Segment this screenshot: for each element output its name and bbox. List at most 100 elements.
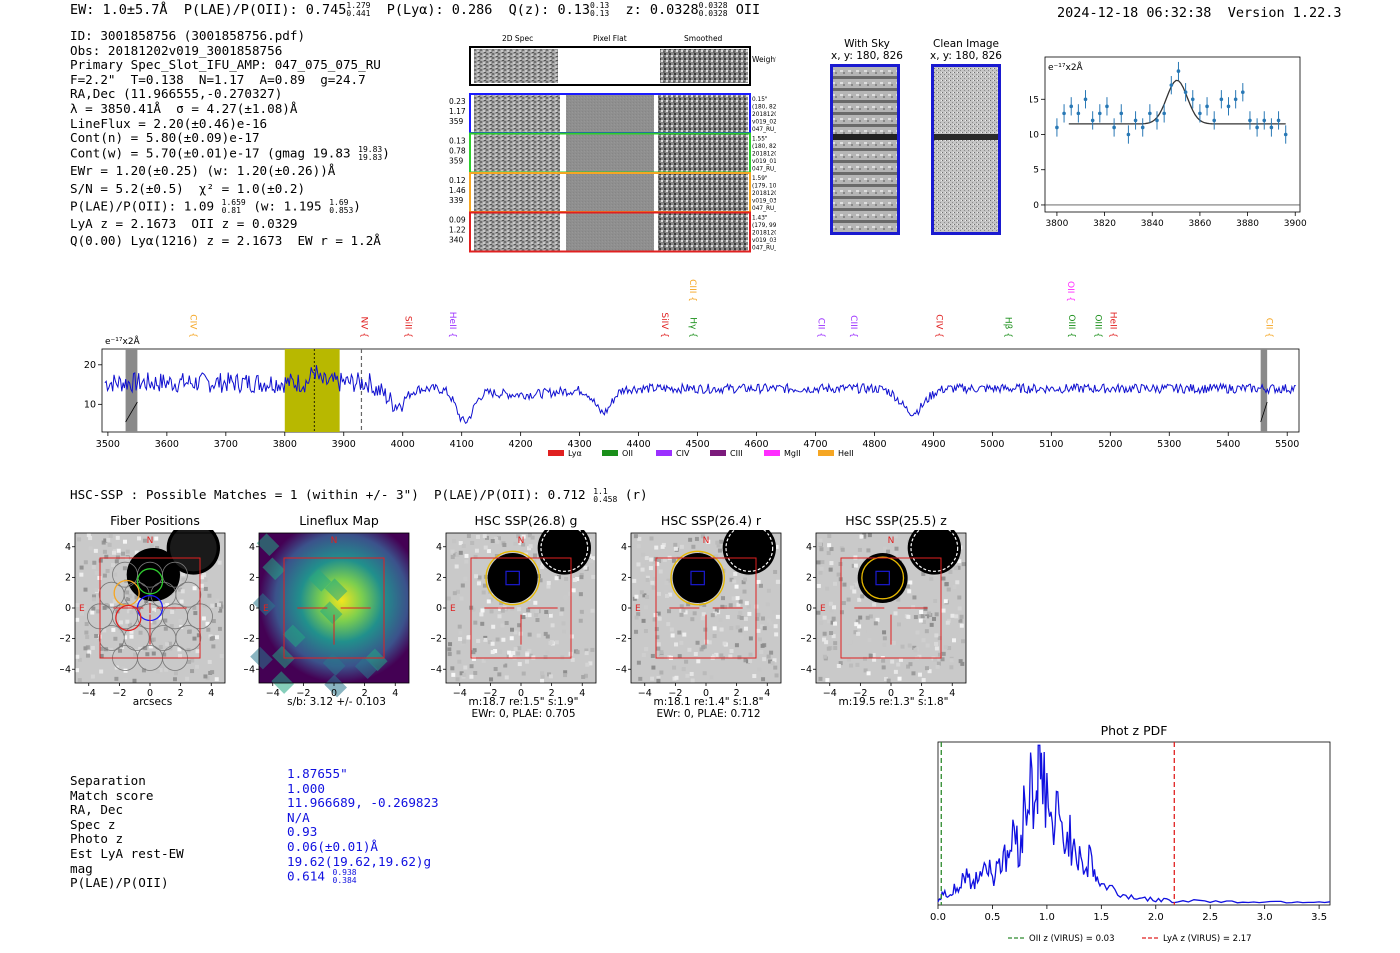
cutout-gap: [560, 174, 565, 211]
hsc-panel-caption: arcsecs: [70, 696, 235, 708]
noise-pixel: [134, 550, 139, 555]
noise-pixel: [479, 612, 484, 617]
noise-pixel: [517, 662, 522, 667]
noise-pixel: [679, 640, 684, 645]
lineflux-blob: [354, 656, 378, 680]
match-key: RA, Dec: [70, 802, 124, 818]
noise-pixel: [135, 649, 140, 654]
noise-pixel: [759, 650, 764, 655]
noise-pixel: [481, 590, 486, 595]
noise-pixel: [949, 665, 954, 670]
header-plae-hi: 1.279: [346, 1, 371, 10]
zoom-ytick-label: 15: [1030, 95, 1039, 105]
noise-pixel: [656, 678, 661, 683]
clean-coord: x, y: 180, 826: [930, 50, 1002, 62]
noise-pixel: [819, 547, 824, 552]
noise-pixel: [98, 558, 103, 563]
noise-pixel: [170, 609, 175, 614]
noise-pixel: [579, 609, 584, 614]
xtick-label: 2: [362, 688, 368, 699]
compass-n: N: [888, 536, 895, 546]
noise-pixel: [735, 625, 740, 630]
noise-pixel: [732, 579, 737, 584]
noise-pixel: [526, 608, 531, 613]
noise-pixel: [774, 673, 779, 678]
spec2d-panel: 2D Spec Pixel Flat Smoothed Weighted Sum…: [446, 33, 807, 258]
noise-pixel: [528, 653, 533, 658]
noise-pixel: [717, 548, 722, 553]
noise-pixel: [118, 604, 123, 609]
noise-pixel: [693, 651, 698, 656]
noise-pixel: [99, 653, 104, 658]
noise-pixel: [195, 646, 200, 651]
noise-pixel: [657, 616, 662, 621]
info-fiber: F=2.2" T=0.138 N=1.17 A=0.89 g=24.7: [70, 71, 366, 87]
noise-pixel: [97, 575, 102, 580]
noise-pixel: [138, 646, 143, 651]
match-value: N/A: [287, 809, 310, 825]
noise-pixel: [102, 628, 107, 633]
noise-pixel: [906, 561, 911, 566]
noise-pixel: [162, 659, 167, 664]
noise-pixel: [731, 596, 736, 601]
cutout-stat: 0.78: [449, 147, 466, 156]
noise-pixel: [958, 659, 963, 664]
clean-trace: [934, 134, 998, 140]
ytick-label: −2: [60, 634, 71, 645]
noise-pixel: [125, 619, 130, 624]
noise-pixel: [149, 544, 154, 549]
noise-pixel: [872, 602, 877, 607]
photz-xtick-label: 1.5: [1093, 912, 1109, 923]
noise-pixel: [755, 616, 760, 621]
ytick-label: −4: [616, 664, 627, 675]
noise-pixel: [682, 632, 687, 637]
noise-pixel: [729, 649, 734, 654]
legend-label: HeII: [838, 449, 854, 458]
noise-pixel: [219, 654, 224, 659]
noise-pixel: [690, 617, 695, 622]
noise-pixel: [495, 637, 500, 642]
noise-pixel: [158, 668, 163, 673]
info-lineflux: LineFlux = 2.20(±0.46)e-16: [70, 115, 268, 131]
noise-pixel: [564, 576, 569, 581]
noise-pixel: [85, 653, 90, 658]
noise-pixel: [102, 573, 107, 578]
noise-pixel: [757, 637, 762, 642]
noise-pixel: [886, 549, 891, 554]
noise-pixel: [756, 579, 761, 584]
cutout-stat: 359: [449, 157, 464, 166]
noise-pixel: [103, 538, 108, 543]
noise-pixel: [533, 600, 538, 605]
noise-pixel: [691, 544, 696, 549]
noise-pixel: [195, 664, 200, 669]
noise-pixel: [94, 633, 99, 638]
noise-pixel: [644, 647, 649, 652]
noise-pixel: [743, 577, 748, 582]
caption-line: m:18.7 re:1.5" s:1.9": [468, 696, 579, 708]
noise-pixel: [535, 609, 540, 614]
info-plae-w-hi: 1.69: [329, 197, 349, 207]
noise-pixel: [123, 635, 128, 640]
match-key: Est LyA rest-EW: [70, 845, 184, 861]
xtick-label: 0: [331, 688, 337, 699]
noise-pixel: [121, 551, 126, 556]
cutout-gap: [654, 95, 658, 132]
noise-pixel: [548, 641, 553, 646]
noise-pixel: [453, 552, 458, 557]
noise-pixel: [530, 535, 535, 540]
noise-pixel: [768, 659, 773, 664]
hsc-panels: Fiber Positions N E −4 −4 −2 −2 0 0 2 2 4 4 arcsecs Li…: [60, 512, 980, 722]
noise-pixel: [893, 669, 898, 674]
line-label: Hβ {: [1002, 317, 1012, 338]
noise-pixel: [544, 610, 549, 615]
noise-pixel: [913, 615, 918, 620]
noise-pixel: [820, 560, 825, 565]
noise-pixel: [649, 557, 654, 562]
noise-pixel: [773, 569, 778, 574]
noise-pixel: [464, 559, 469, 564]
noise-pixel: [762, 657, 767, 662]
line-label: CIV {: [187, 314, 197, 338]
noise-pixel: [882, 642, 887, 647]
noise-pixel: [957, 606, 962, 611]
